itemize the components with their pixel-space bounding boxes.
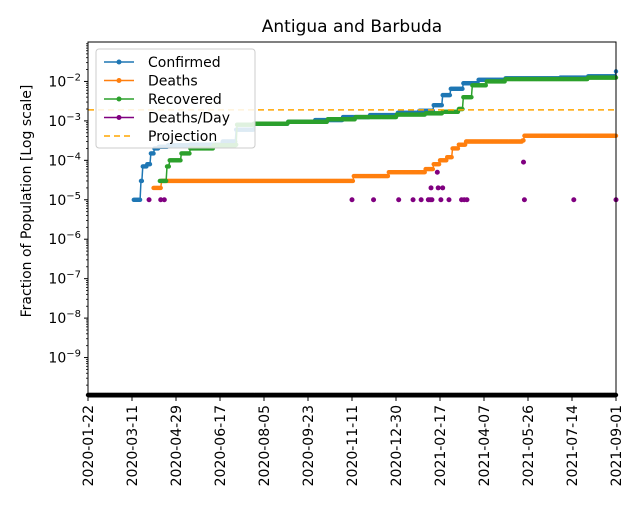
y-tick-label: 10−8 (48, 309, 81, 327)
data-point-deaths-day (440, 185, 446, 191)
data-point-confirmed (137, 197, 143, 202)
legend-item: Deaths (104, 74, 198, 90)
x-tick-label: 2020-01-22 (81, 405, 97, 486)
series-recovered (157, 75, 619, 184)
legend-swatch-marker (116, 96, 122, 102)
legend-item: Recovered (104, 92, 222, 108)
x-tick-label: 2021-04-07 (477, 405, 493, 486)
x-tick-label: 2020-04-29 (169, 405, 185, 486)
data-point-deaths (430, 166, 436, 172)
x-tick-label: 2021-05-26 (521, 405, 537, 486)
data-point-recovered (483, 83, 488, 88)
data-point-deaths-day (396, 197, 402, 203)
x-tick-label: 2020-12-30 (389, 405, 405, 486)
plot-frame (87, 41, 617, 398)
x-tick-label: 2020-11-11 (345, 405, 361, 486)
legend-swatch-marker (116, 115, 122, 120)
data-point-deaths-day (521, 159, 527, 165)
data-point-deaths-day (158, 197, 164, 203)
data-point-deaths-day (428, 185, 434, 191)
x-tick-label: 2020-06-17 (213, 405, 229, 486)
series-deaths-day (146, 159, 619, 203)
y-tick-exponent: −2 (66, 72, 81, 83)
y-tick-label: 10−4 (48, 151, 81, 169)
y-tick-exponent: −5 (66, 191, 81, 202)
y-axis: 10−9 10−8 10−7 10−6 10−5 10−4 10−3 10−2 (48, 43, 88, 386)
data-point-deaths-day (429, 197, 435, 203)
legend-box (95, 48, 256, 149)
data-point-deaths-day (349, 197, 355, 203)
data-point-deaths-day (161, 197, 167, 203)
x-tick-label: 2020-03-11 (125, 405, 141, 486)
data-point-confirmed (439, 102, 444, 108)
data-point-deaths-day (438, 197, 444, 203)
legend-item: Confirmed (104, 55, 221, 71)
data-point-deaths (385, 173, 391, 179)
data-point-confirmed (151, 151, 156, 156)
legend-swatch-marker (116, 78, 122, 83)
y-tick-exponent: −6 (66, 230, 81, 241)
data-point-confirmed (447, 92, 453, 98)
data-point-deaths-day (464, 197, 470, 203)
x-tick-label: 2021-07-14 (565, 405, 581, 486)
legend-label: Recovered (148, 92, 222, 108)
y-tick-label: 10−6 (48, 230, 81, 248)
data-point-confirmed (147, 161, 153, 167)
data-point-deaths-day (434, 169, 440, 175)
data-point-deaths-day (146, 197, 152, 203)
legend-label: Confirmed (148, 55, 221, 71)
series-deaths (151, 133, 619, 191)
x-tick-label: 2020-09-23 (301, 405, 317, 486)
x-axis: 2020-01-22 2020-03-11 2020-04-29 2020-06-17… (81, 397, 625, 486)
data-point-deaths-day (371, 197, 377, 203)
chart-title: Antigua and Barbuda (262, 17, 442, 37)
legend-item: Deaths/Day (104, 111, 230, 127)
legend-label: Projection (148, 129, 217, 145)
y-axis-label: Fraction of Population [Log scale] (19, 85, 35, 318)
data-point-deaths-day (435, 185, 441, 191)
plot-area (85, 69, 619, 398)
y-tick-label: 10−2 (48, 72, 81, 90)
data-point-recovered (178, 158, 183, 163)
data-point-recovered (187, 151, 192, 156)
data-point-deaths-day (521, 197, 527, 203)
y-tick-exponent: −8 (66, 309, 81, 320)
y-tick-exponent: −7 (66, 270, 81, 281)
data-point-recovered (469, 94, 474, 100)
y-tick-label: 10−3 (48, 112, 81, 130)
data-point-deaths-day (446, 197, 452, 203)
x-tick-label: 2021-09-01 (609, 405, 625, 486)
data-point-deaths-day (410, 197, 416, 203)
legend-item: Projection (104, 129, 217, 145)
legend-swatch-marker (116, 59, 122, 65)
y-tick-label: 10−5 (48, 191, 81, 209)
data-point-confirmed (139, 178, 145, 184)
y-tick-label: 10−9 (48, 349, 81, 367)
data-point-deaths-day (418, 197, 424, 203)
legend-label: Deaths/Day (148, 111, 230, 127)
data-point-deaths-day (571, 197, 577, 203)
data-point-deaths (436, 161, 442, 167)
data-point-deaths (455, 146, 461, 151)
data-point-deaths (158, 185, 163, 191)
legend-label: Deaths (148, 74, 198, 90)
data-point-recovered (163, 178, 169, 184)
data-point-confirmed (460, 86, 465, 92)
data-point-deaths (521, 138, 526, 143)
y-tick-exponent: −3 (66, 112, 81, 123)
y-tick-exponent: −4 (66, 151, 81, 162)
y-tick-exponent: −9 (66, 349, 81, 360)
x-tick-label: 2020-08-05 (257, 405, 273, 486)
x-tick-label: 2021-02-17 (433, 405, 449, 486)
data-point-deaths (449, 155, 454, 160)
data-point-recovered (166, 164, 172, 169)
data-point-deaths (350, 178, 356, 184)
y-tick-label: 10−7 (48, 270, 81, 288)
legend: Confirmed Deaths Recovered Deaths/Day Projec… (95, 48, 256, 149)
